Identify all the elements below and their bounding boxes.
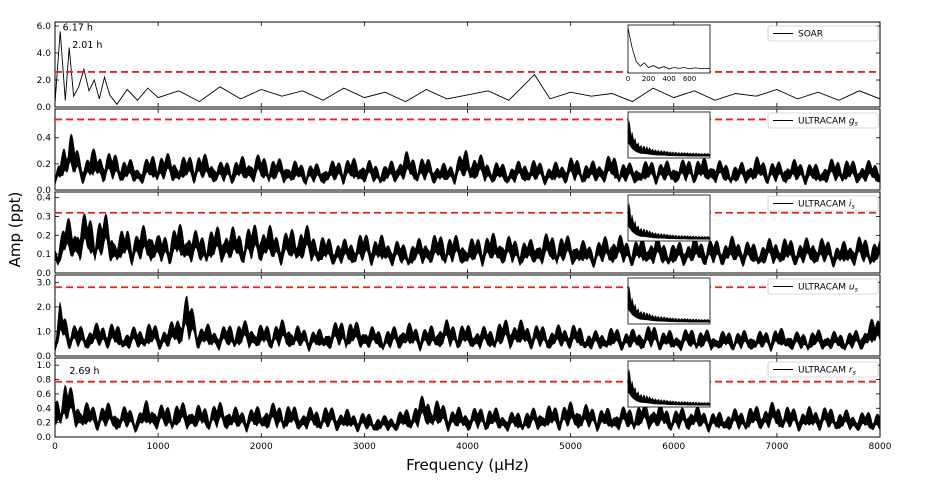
inset-band bbox=[627, 120, 711, 157]
y-tick-label: 0.0 bbox=[37, 186, 52, 196]
inset-tick-label: 0 bbox=[626, 75, 630, 83]
y-tick-label: 0.0 bbox=[37, 103, 52, 113]
x-tick-label: 6000 bbox=[662, 442, 685, 452]
y-tick-label: 0.0 bbox=[37, 433, 52, 443]
y-tick-label: 0.2 bbox=[37, 419, 51, 429]
plot-area bbox=[55, 213, 880, 269]
legend-box bbox=[767, 278, 879, 295]
legend-filter: g bbox=[849, 117, 855, 127]
y-tick-label: 6.0 bbox=[37, 22, 52, 32]
y-tick-label: 0.4 bbox=[37, 404, 52, 414]
panel-1: 0.0 0.2 0.4 ULTRACAM gs bbox=[37, 108, 881, 196]
inset-tick-label: 200 bbox=[642, 75, 655, 83]
x-tick-label: 4000 bbox=[456, 442, 479, 452]
x-tick-label: 0 bbox=[52, 442, 58, 452]
panel-2: 0.0 0.1 0.2 0.3 0.4 ULTRACAM is bbox=[37, 191, 881, 279]
series-band bbox=[55, 213, 880, 269]
legend-box bbox=[767, 112, 879, 129]
y-tick-label: 4.0 bbox=[37, 49, 52, 59]
x-axis-label: Frequency (μHz) bbox=[406, 456, 529, 474]
legend-label: ULTRACAM rs bbox=[798, 366, 857, 377]
x-tick-label: 8000 bbox=[869, 442, 892, 452]
series-band bbox=[55, 384, 880, 433]
y-tick-label: 0.2 bbox=[37, 160, 51, 170]
x-tick-label: 7000 bbox=[765, 442, 788, 452]
legend-box bbox=[767, 195, 879, 212]
legend-box bbox=[767, 25, 879, 42]
legend-label: ULTRACAM gs bbox=[798, 117, 859, 128]
inset-line bbox=[627, 27, 710, 70]
panel-0: 0.0 2.0 4.0 6.0 6.17 h 2.01 h SOAR 0 200 400 600 bbox=[37, 21, 881, 113]
y-tick-label: 0.0 bbox=[37, 269, 52, 279]
series-band bbox=[55, 295, 880, 353]
y-tick-label: 0.6 bbox=[37, 390, 52, 400]
peak-annotation: 2.69 h bbox=[69, 366, 99, 377]
peak-annotation: 2.01 h bbox=[72, 40, 102, 51]
series-line bbox=[55, 31, 880, 106]
panel-frame bbox=[54, 21, 881, 108]
legend-subscript: s bbox=[855, 286, 859, 294]
legend-label: SOAR bbox=[798, 30, 823, 40]
plot-area bbox=[55, 133, 880, 186]
legend-filter: r bbox=[849, 366, 854, 376]
y-tick-label: 1.0 bbox=[37, 327, 52, 337]
y-tick-label: 0.3 bbox=[37, 212, 51, 222]
legend-filter: i bbox=[849, 200, 852, 210]
y-tick-label: 0.4 bbox=[37, 134, 52, 144]
legend-subscript: s bbox=[851, 203, 855, 211]
inset-band bbox=[627, 369, 711, 406]
y-tick-label: 0.1 bbox=[37, 250, 51, 260]
legend-label: ULTRACAM us bbox=[798, 283, 859, 294]
inset-band bbox=[627, 286, 711, 323]
y-tick-label: 2.0 bbox=[37, 76, 52, 86]
plot-area bbox=[55, 31, 880, 106]
panel-4: 0.0 0.2 0.4 0.6 0.8 1.0 0 1000 2000 3000 4000 5000 6… bbox=[37, 357, 892, 452]
y-tick-label: 0.4 bbox=[37, 194, 52, 204]
x-tick-label: 2000 bbox=[250, 442, 273, 452]
y-tick-label: 0.2 bbox=[37, 231, 51, 241]
y-tick-label: 3.0 bbox=[37, 278, 52, 288]
y-tick-label: 1.0 bbox=[37, 361, 52, 371]
legend-subscript: s bbox=[855, 120, 859, 128]
x-tick-label: 5000 bbox=[559, 442, 582, 452]
peak-annotation: 6.17 h bbox=[63, 22, 93, 33]
inset-tick-label: 600 bbox=[683, 75, 696, 83]
plot-area bbox=[55, 295, 880, 353]
y-tick-label: 2.0 bbox=[37, 303, 52, 313]
y-axis-label: Amp (ppt) bbox=[6, 192, 24, 268]
legend-box bbox=[767, 361, 879, 378]
inset-tick-label: 400 bbox=[662, 75, 675, 83]
legend-filter: u bbox=[849, 283, 855, 293]
y-tick-label: 0.0 bbox=[37, 352, 52, 362]
x-tick-label: 3000 bbox=[353, 442, 376, 452]
x-tick-label: 1000 bbox=[147, 442, 170, 452]
y-tick-label: 0.8 bbox=[37, 376, 52, 386]
series-band bbox=[55, 133, 880, 186]
legend-subscript: s bbox=[853, 369, 857, 377]
plot-area bbox=[55, 384, 880, 433]
inset-band bbox=[627, 203, 711, 240]
panel-3: 0.0 1.0 2.0 3.0 ULTRACAM us bbox=[37, 274, 881, 362]
legend-label: ULTRACAM is bbox=[798, 200, 855, 211]
